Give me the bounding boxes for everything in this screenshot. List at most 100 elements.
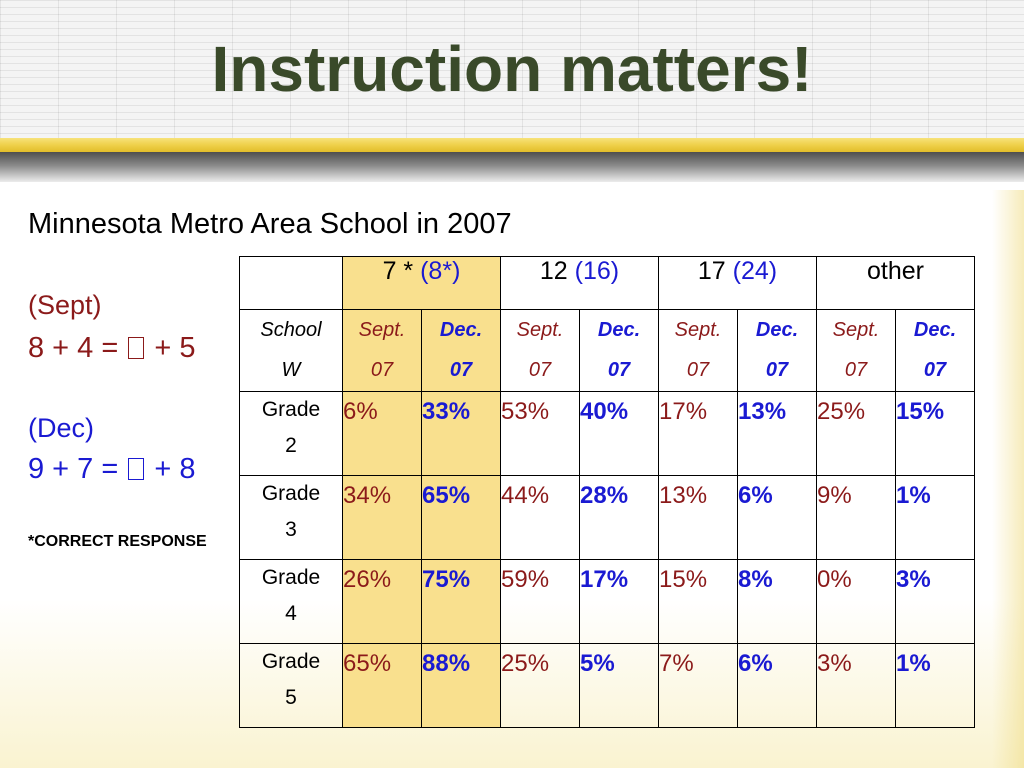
value-cell: 75% (421, 559, 501, 644)
value-cell: 1% (895, 475, 975, 560)
value-cell: 17% (658, 391, 738, 476)
dec-equation: 9 + 7 = + 8 (28, 453, 196, 486)
sept-text: Sept. (674, 319, 722, 341)
school-label-cell: School W (239, 309, 343, 392)
value-cell: 1% (895, 643, 975, 728)
sept-equation-left: 8 + 4 = (28, 332, 127, 364)
row-label: Grade 2 (239, 391, 343, 476)
sept-header: Sept. 07 (658, 309, 738, 392)
dec-year: 07 (923, 359, 947, 381)
sept-text: Sept. (832, 319, 880, 341)
grade-number: 4 (285, 602, 297, 625)
sept-equation: 8 + 4 = + 5 (28, 332, 196, 365)
value-cell: 15% (895, 391, 975, 476)
value-cell: 28% (579, 475, 659, 560)
gold-divider (0, 138, 1024, 152)
group-main: 7 * (382, 257, 421, 285)
value-cell: 6% (737, 475, 817, 560)
sept-year: 07 (686, 359, 710, 381)
table-header-row: 7 * (8*) 12 (16) 17 (24) other (239, 256, 975, 310)
group-header-12: 12 (16) (500, 256, 659, 310)
value-cell: 25% (500, 643, 580, 728)
row-label: Grade 5 (239, 643, 343, 728)
group-header-7: 7 * (8*) (342, 256, 501, 310)
sept-year: 07 (528, 359, 552, 381)
sept-header: Sept. 07 (500, 309, 580, 392)
group-main: 12 (539, 257, 575, 285)
table-row: Grade 5 65% 88% 25% 5% 7% 6% 3% 1% (239, 643, 975, 728)
dec-header: Dec. 07 (421, 309, 501, 392)
value-cell: 65% (342, 643, 422, 728)
grade-number: 2 (285, 434, 297, 457)
table-row: Grade 4 26% 75% 59% 17% 15% 8% 0% 3% (239, 559, 975, 644)
dec-year: 07 (607, 359, 631, 381)
group-alt: (24) (732, 257, 778, 285)
dec-equation-left: 9 + 7 = (28, 453, 127, 485)
group-main: 17 (697, 257, 733, 285)
group-header-other: other (816, 256, 975, 310)
background-side-glow (992, 190, 1024, 768)
sept-header: Sept. 07 (342, 309, 422, 392)
dec-text: Dec. (597, 319, 641, 341)
table-subheader-row: School W Sept. 07 Dec. 07 Sept. 07 Dec. 07 Se… (239, 309, 975, 392)
value-cell: 17% (579, 559, 659, 644)
value-cell: 6% (737, 643, 817, 728)
value-cell: 7% (658, 643, 738, 728)
value-cell: 65% (421, 475, 501, 560)
value-cell: 33% (421, 391, 501, 476)
corner-cell (239, 256, 343, 310)
value-cell: 59% (500, 559, 580, 644)
value-cell: 15% (658, 559, 738, 644)
grade-number: 5 (285, 686, 297, 709)
value-cell: 8% (737, 559, 817, 644)
sept-equation-right: + 5 (146, 332, 196, 364)
slide-header (0, 0, 1024, 138)
value-cell: 88% (421, 643, 501, 728)
value-cell: 53% (500, 391, 580, 476)
dec-header: Dec. 07 (737, 309, 817, 392)
group-alt: (8*) (420, 257, 461, 285)
value-cell: 6% (342, 391, 422, 476)
sept-header: Sept. 07 (816, 309, 896, 392)
value-cell: 44% (500, 475, 580, 560)
value-cell: 5% (579, 643, 659, 728)
group-main: other (867, 257, 924, 285)
grade-number: 3 (285, 518, 297, 541)
value-cell: 9% (816, 475, 896, 560)
sept-label: (Sept) (28, 290, 102, 320)
sept-year: 07 (370, 359, 394, 381)
table-row: Grade 2 6% 33% 53% 40% 17% 13% 25% 15% (239, 391, 975, 476)
value-cell: 25% (816, 391, 896, 476)
slide-subtitle: Minnesota Metro Area School in 2007 (28, 208, 512, 240)
grade-word: Grade (261, 398, 321, 421)
dec-text: Dec. (439, 319, 483, 341)
dec-label: (Dec) (28, 413, 94, 443)
blank-box-icon (128, 458, 145, 480)
dec-year: 07 (449, 359, 473, 381)
gray-divider (0, 152, 1024, 182)
group-alt: (16) (574, 257, 620, 285)
value-cell: 3% (816, 643, 896, 728)
blank-box-icon (128, 337, 145, 359)
row-label: Grade 3 (239, 475, 343, 560)
dec-equation-right: + 8 (146, 453, 196, 485)
value-cell: 34% (342, 475, 422, 560)
value-cell: 26% (342, 559, 422, 644)
footnote: *CORRECT RESPONSE (28, 533, 207, 550)
sept-text: Sept. (358, 319, 406, 341)
value-cell: 3% (895, 559, 975, 644)
dec-text: Dec. (913, 319, 957, 341)
school-id: W (281, 359, 301, 381)
grade-word: Grade (261, 566, 321, 589)
grade-word: Grade (261, 650, 321, 673)
results-table: 7 * (8*) 12 (16) 17 (24) other School W S… (239, 256, 975, 728)
dec-header: Dec. 07 (579, 309, 659, 392)
group-header-17: 17 (24) (658, 256, 817, 310)
dec-text: Dec. (755, 319, 799, 341)
value-cell: 13% (658, 475, 738, 560)
grade-word: Grade (261, 482, 321, 505)
school-label: School (260, 319, 322, 341)
value-cell: 0% (816, 559, 896, 644)
dec-year: 07 (765, 359, 789, 381)
row-label: Grade 4 (239, 559, 343, 644)
